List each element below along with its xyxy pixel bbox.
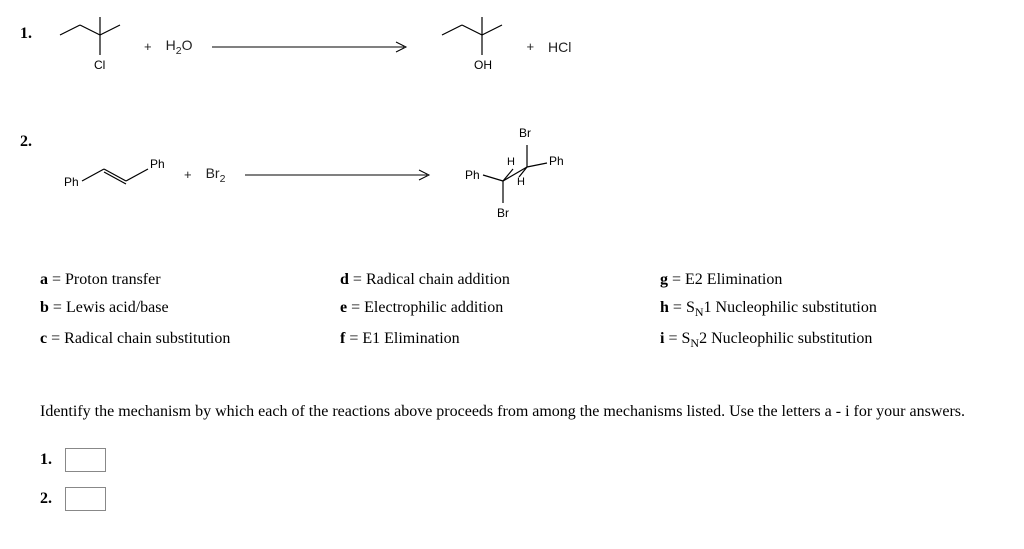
answer-row-1: 1. [40,448,1004,472]
mech-key: f [340,330,345,347]
answer-row-2: 2. [40,487,1004,511]
reaction-1-start-structure: Cl [50,15,130,78]
reaction-2-reagent: Br2 [206,165,226,185]
mech-f: f = E1 Elimination [340,330,660,351]
label-br-bot: Br [497,206,509,220]
reaction-1-product-structure: OH [432,15,512,78]
mech-key: c [40,330,47,347]
reaction-2-arrow [245,169,435,181]
mech-e: e = Electrophilic addition [340,299,660,320]
reaction-2: 2. Ph Ph + Br2 [20,123,1004,226]
mechanism-key: a = Proton transfer d = Radical chain ad… [40,271,1004,351]
mech-label-sub: N [690,336,699,350]
mech-label: Radical chain addition [366,271,510,288]
mech-b: b = Lewis acid/base [40,299,340,320]
mech-a: a = Proton transfer [40,271,340,289]
mech-key: i [660,330,664,347]
mech-label: E1 Elimination [362,330,459,347]
reaction-1-arrow [212,41,412,53]
reagent-br: Br [206,165,220,181]
reaction-number-2: 2. [20,123,50,151]
mech-label-sub: N [695,305,704,319]
answer-label-2: 2. [40,490,65,508]
mech-key: b [40,299,49,316]
plus-sign: + [144,39,152,54]
reagent-o: O [182,37,193,53]
label-ph-prod-left: Ph [465,168,480,182]
mech-c: c = Radical chain substitution [40,330,340,351]
plus-sign: + [184,167,192,182]
mech-label: Proton transfer [65,271,161,288]
mech-key: h [660,299,669,316]
mech-label-post: 1 Nucleophilic substitution [704,299,877,316]
answer-input-1[interactable] [65,448,106,472]
label-h-top: H [507,156,515,168]
mech-i: i = SN2 Nucleophilic substitution [660,330,1000,351]
instruction-text: Identify the mechanism by which each of … [40,401,984,423]
plus-sign: + [526,39,534,54]
mech-key: d [340,271,349,288]
mech-g: g = E2 Elimination [660,271,1000,289]
mech-key: e [340,299,347,316]
reaction-1-byproduct: HCl [548,39,571,55]
mech-label: Radical chain substitution [64,330,230,347]
label-oh: OH [474,58,492,72]
answer-label-1: 1. [40,451,65,469]
reaction-1-reagent: H2O [166,37,193,57]
label-ph-left: Ph [64,175,79,189]
mech-label: Lewis acid/base [66,299,169,316]
reaction-1: 1. Cl + H2O [20,15,1004,78]
mech-label: Electrophilic addition [364,299,503,316]
mech-label-pre: S [686,299,695,316]
label-h-bot: H [517,176,525,188]
reagent-h: H [166,37,176,53]
mech-key: g [660,271,668,288]
mech-label-post: 2 Nucleophilic substitution [699,330,872,347]
reaction-2-start-structure: Ph Ph [60,153,170,196]
reagent-br-sub: 2 [220,172,226,184]
mech-key: a [40,271,48,288]
mech-h: h = SN1 Nucleophilic substitution [660,299,1000,320]
reaction-number-1: 1. [20,15,50,43]
answer-input-2[interactable] [65,487,106,511]
mech-d: d = Radical chain addition [340,271,660,289]
label-ph-prod-right: Ph [549,154,564,168]
label-br-top: Br [519,126,531,140]
reaction-2-product-structure: Br Br Ph Ph H H [455,123,575,226]
label-ph-right: Ph [150,157,165,171]
mech-label: E2 Elimination [685,271,782,288]
label-cl: Cl [94,58,105,72]
